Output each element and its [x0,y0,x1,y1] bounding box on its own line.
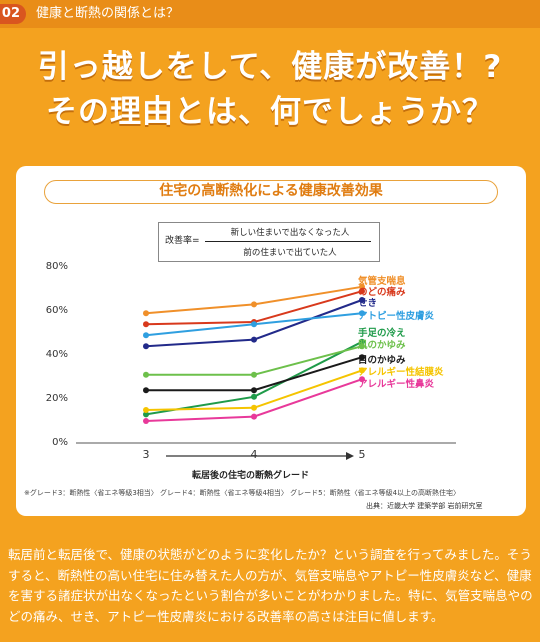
series-line-5 [146,345,363,376]
data-point [359,367,365,374]
section-title: 健康と断熱の関係とは？ [36,6,180,21]
data-point [251,387,257,394]
chart-footnote: ※グレード3：断熱性〈省エネ等級3相当〉 グレード4：断熱性〈省エネ等級4相当〉… [24,489,461,497]
x-direction-arrowhead [346,452,354,460]
data-point [143,321,149,328]
x-tick-label: 3 [142,448,150,461]
data-point [251,321,257,328]
data-point [359,310,365,317]
data-point [359,338,365,345]
data-point [251,371,257,378]
data-point [143,310,149,317]
series-label-cough: せき [358,298,378,309]
section-number-badge: 02 [0,4,26,24]
data-point [359,354,365,361]
data-point [359,376,365,383]
data-point [251,393,257,400]
data-point [359,283,365,290]
headline-line-1: 引っ越しをして、健康が改善！? [37,49,503,85]
formula-numerator: 新しい住まいで出なくなった人 [230,228,350,238]
series-label-conjunctivitis: アレルギー性結膜炎 [358,367,444,378]
y-tick-label: 0% [52,437,68,448]
data-point [143,387,149,394]
chart-card: 住宅の高断熱化による健康改善効果 改善率= 新しい住まいで出なくなった人 前の住… [16,166,526,516]
data-point [143,411,149,418]
series-label-cold-limbs: 手足の冷え [358,328,406,339]
series-line-4 [145,340,363,416]
chart-title: 住宅の高断熱化による健康改善効果 [44,180,498,204]
formula-label: 改善率= [165,236,200,246]
series-label-rhinitis: アレルギー性鼻炎 [358,379,435,390]
x-tick-label: 4 [250,448,258,461]
series-label-itchy-eyes: 目のかゆみ [358,355,406,366]
data-point [359,297,365,303]
y-tick-label: 60% [45,305,68,316]
data-point [251,336,257,343]
series-label-sore-throat: のどの痛み [358,287,406,298]
data-point [143,407,149,413]
data-point [143,371,149,378]
series-label-asthma: 気管支喘息 [358,276,406,287]
series-label-itchy-skin: 肌のかゆみ [358,340,406,351]
data-point [359,288,365,295]
data-point [143,343,149,350]
y-tick-label: 80% [45,261,68,272]
formula-fraction-bar [205,241,371,242]
data-point [359,343,365,350]
data-point [251,413,257,420]
line-chart [76,283,456,460]
headline-line-2: その理由とは、何でしょうか？ [46,94,494,130]
y-tick-label: 40% [45,349,68,360]
data-point [251,404,257,411]
y-tick-label: 20% [45,393,68,404]
body-paragraph: 転居前と転居後で、健康の状態がどのように変化したか？という調査を行ってみました。… [8,547,533,624]
data-point [251,301,257,308]
formula-denominator: 前の住まいで出ていた人 [243,248,337,258]
data-point [143,332,149,339]
series-label-atopic: アトピー性皮膚炎 [358,311,435,322]
x-tick-label: 5 [358,448,366,461]
chart-source: 出典：近畿大学 建築学部 岩前研究室 [366,502,483,510]
section-header-band [0,0,540,28]
x-axis-title: 転居後の住宅の断熱グレード [192,471,310,481]
improvement-formula: 改善率= 新しい住まいで出なくなった人 前の住まいで出ていた人 [158,222,380,262]
data-point [143,418,149,424]
